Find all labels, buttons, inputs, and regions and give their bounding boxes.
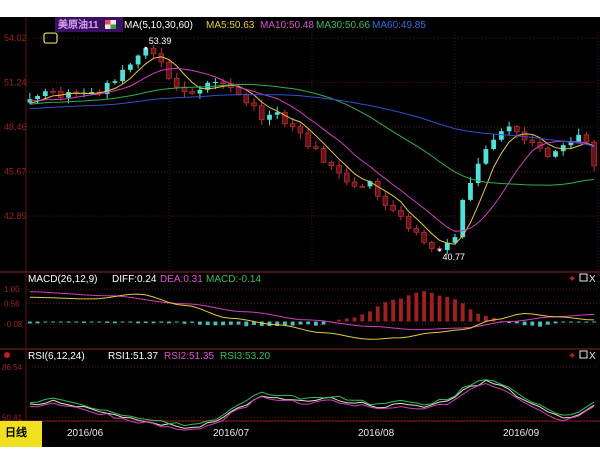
svg-text:RSI1:51.37: RSI1:51.37	[108, 351, 158, 362]
svg-text:2016/09: 2016/09	[503, 428, 540, 439]
svg-text:MA30:50.66: MA30:50.66	[316, 20, 370, 31]
svg-text:42.89: 42.89	[4, 211, 27, 221]
svg-text:MACD:-0.14: MACD:-0.14	[206, 274, 261, 285]
svg-text:MACD(26,12,9): MACD(26,12,9)	[28, 274, 97, 285]
svg-text:MA60:49.85: MA60:49.85	[372, 20, 426, 31]
svg-text:X: X	[589, 274, 596, 285]
svg-text:0.56: 0.56	[4, 299, 20, 308]
svg-text:2016/08: 2016/08	[358, 428, 395, 439]
svg-text:MA5:50.63: MA5:50.63	[206, 20, 255, 31]
svg-text:DIFF:0.24: DIFF:0.24	[112, 274, 157, 285]
svg-text:日线: 日线	[5, 425, 27, 439]
svg-text:DEA:0.31: DEA:0.31	[160, 274, 203, 285]
svg-text:86.54: 86.54	[2, 363, 23, 372]
svg-text:53.39: 53.39	[149, 36, 172, 46]
svg-text:48.46: 48.46	[4, 122, 27, 132]
svg-text:-0.08: -0.08	[4, 320, 23, 329]
svg-text:美原油11: 美原油11	[58, 18, 99, 31]
svg-text:RSI2:51.35: RSI2:51.35	[164, 351, 214, 362]
svg-text:✦: ✦	[568, 351, 576, 362]
svg-text:45.67: 45.67	[4, 167, 27, 177]
svg-text:RSI(6,12,24): RSI(6,12,24)	[28, 351, 85, 362]
svg-text:2016/06: 2016/06	[67, 428, 104, 439]
svg-text:2016/07: 2016/07	[213, 428, 250, 439]
svg-text:✦: ✦	[568, 274, 576, 285]
svg-text:RSI3:53.20: RSI3:53.20	[220, 351, 270, 362]
svg-text:1.00: 1.00	[4, 285, 20, 294]
svg-text:MA10:50.48: MA10:50.48	[260, 20, 314, 31]
svg-text:51.24: 51.24	[4, 78, 27, 88]
svg-text:54.02: 54.02	[4, 33, 27, 43]
svg-text:X: X	[589, 351, 596, 362]
svg-text:40.77: 40.77	[443, 252, 466, 262]
svg-text:MA(5,10,30,60): MA(5,10,30,60)	[124, 20, 193, 31]
